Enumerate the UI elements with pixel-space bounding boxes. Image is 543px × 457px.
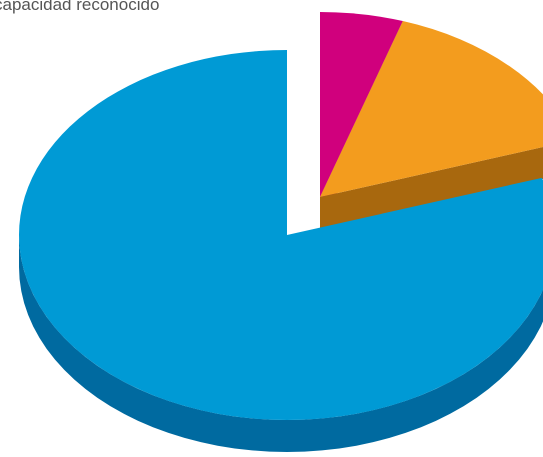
- pie-slice-2: [320, 21, 543, 197]
- pie-slice-3: [19, 50, 543, 420]
- pie-slice-2-cut-face: [320, 146, 543, 229]
- pie-slice-1: [320, 12, 403, 197]
- chart-title: capacidad reconocido: [0, 0, 160, 14]
- pie-slice-3-side: [19, 235, 543, 452]
